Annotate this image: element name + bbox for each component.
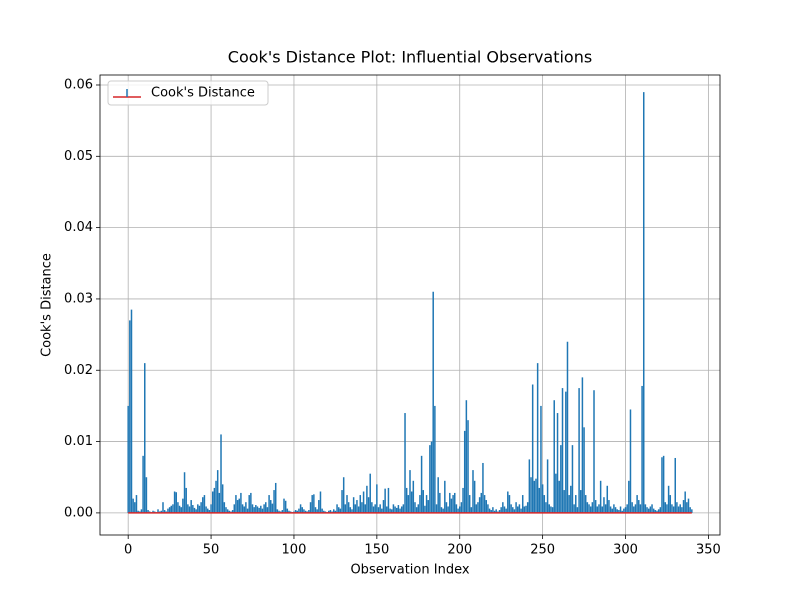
chart-title: Cook's Distance Plot: Influential Observ… xyxy=(228,48,592,67)
legend-box xyxy=(107,80,269,106)
y-tick-label: 0.04 xyxy=(64,220,93,235)
y-axis-label: Cook's Distance xyxy=(40,253,55,357)
x-tick-label: 50 xyxy=(203,543,220,558)
legend-label: Cook's Distance xyxy=(151,86,255,101)
x-tick-label: 150 xyxy=(364,543,389,558)
y-tick-label: 0.01 xyxy=(64,434,93,449)
y-tick-label: 0.00 xyxy=(64,505,93,520)
x-axis-label: Observation Index xyxy=(350,563,469,578)
plot-frame xyxy=(99,74,721,536)
x-tick-label: 350 xyxy=(696,543,721,558)
x-tick-label: 200 xyxy=(447,543,472,558)
x-tick-label: 100 xyxy=(282,543,307,558)
x-tick-label: 300 xyxy=(613,543,638,558)
y-tick-label: 0.05 xyxy=(64,149,93,164)
y-tick-label: 0.02 xyxy=(64,363,93,378)
x-tick-label: 250 xyxy=(530,543,555,558)
x-tick-label: 0 xyxy=(124,543,132,558)
y-tick-label: 0.03 xyxy=(64,291,93,306)
y-tick-label: 0.06 xyxy=(64,77,93,92)
legend: Cook's Distance xyxy=(107,80,269,106)
